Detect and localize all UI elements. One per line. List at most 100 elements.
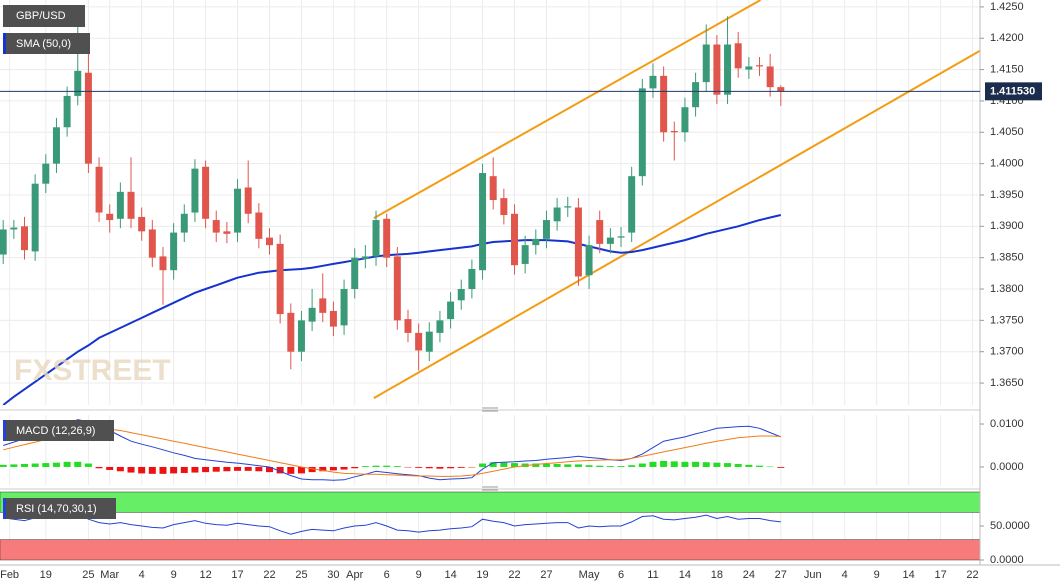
macd-histogram-bar <box>777 466 785 468</box>
candle-body <box>266 237 273 246</box>
macd-histogram-bar <box>84 463 92 467</box>
x-tick-label: 6 <box>618 569 624 581</box>
candle-body <box>574 207 582 277</box>
sma-line <box>2 214 782 405</box>
macd-histogram-bar <box>479 463 487 467</box>
candle-body <box>415 332 423 351</box>
macd-histogram-bar <box>319 466 327 472</box>
x-tick-label: May <box>579 569 600 581</box>
candle-body <box>297 320 305 352</box>
candle-body <box>340 289 348 326</box>
candle-body <box>511 213 518 266</box>
x-tick-label: 22 <box>508 569 520 581</box>
macd-histogram-bar <box>276 466 284 474</box>
candle-body <box>383 218 391 258</box>
trendline <box>373 0 762 220</box>
x-tick-label: 27 <box>540 569 552 581</box>
candle-body <box>180 213 188 233</box>
macd-histogram-bar <box>180 466 188 473</box>
macd-histogram-bar <box>244 466 252 471</box>
candle-body <box>138 216 146 232</box>
candle-body <box>127 191 135 219</box>
candle-body <box>734 43 742 69</box>
macd-histogram-bar <box>606 466 614 467</box>
legend-symbol: GBP/USD <box>16 10 66 22</box>
axes: Feb 19 25 Mar 4 9 12 17 22 25 30 Apr 6 9 14 19 22 27 May 6 1… <box>0 1 1042 581</box>
candle-body <box>244 187 252 214</box>
legend-box[interactable] <box>3 420 114 441</box>
x-tick-label: 18 <box>711 569 723 581</box>
macd-histogram-bar <box>255 466 263 472</box>
candle-body <box>606 237 614 244</box>
candle-body <box>308 307 316 322</box>
last-price-label: 1.411530 <box>990 85 1035 97</box>
candle-body <box>404 319 412 333</box>
candle-body <box>692 82 700 108</box>
x-tick-label: 11 <box>647 569 658 581</box>
y-tick-label: 50.0000 <box>990 520 1030 532</box>
legend-rsi: RSI (14,70,30,1) <box>16 503 97 515</box>
macd-histogram-bar <box>127 466 135 473</box>
y-tick-label: 1.3800 <box>990 283 1024 295</box>
x-tick-label: 25 <box>295 569 307 581</box>
candle-body <box>10 227 18 230</box>
y-tick-label: 0.0000 <box>990 554 1024 566</box>
macd-histogram-bar <box>660 460 668 467</box>
macd-histogram-bar <box>148 466 156 474</box>
macd-histogram-bar <box>42 463 50 467</box>
x-tick-label: 9 <box>416 569 422 581</box>
macd-histogram-bar <box>31 463 39 467</box>
macd-histogram-bar <box>756 465 763 467</box>
candle-body <box>276 243 284 315</box>
x-tick-label: Feb <box>0 569 19 581</box>
legend-box[interactable] <box>3 33 90 54</box>
macd-histogram-bar <box>361 466 369 467</box>
macd-histogram-bar <box>596 465 604 467</box>
macd-histogram-bar <box>52 462 60 467</box>
macd-histogram-bar <box>10 464 18 467</box>
y-tick-label: 1.3900 <box>990 220 1024 232</box>
rsi-zone <box>0 539 981 561</box>
x-tick-label: 4 <box>139 569 145 581</box>
x-tick-label: 6 <box>384 569 390 581</box>
candle-body <box>638 88 646 177</box>
x-tick-label: 25 <box>82 569 94 581</box>
macd-histogram-bar <box>702 462 710 467</box>
x-tick-label: Jun <box>804 569 822 581</box>
legend-box[interactable] <box>3 498 116 519</box>
legend-box[interactable] <box>3 5 85 27</box>
macd-histogram-bar <box>713 462 721 467</box>
candle-body <box>457 289 465 301</box>
y-tick-label: 1.4150 <box>990 63 1024 75</box>
candle-body <box>287 312 295 352</box>
candle-body <box>681 107 689 133</box>
main-marks <box>0 0 980 405</box>
x-tick-label: 9 <box>874 569 880 581</box>
rsi-zone <box>0 491 981 513</box>
trendline <box>373 49 980 399</box>
macd-histogram-bar <box>553 463 561 467</box>
macd-histogram-bar <box>212 466 220 472</box>
macd-histogram-bar <box>511 463 518 467</box>
candle-body <box>223 231 231 234</box>
macd-histogram-bar <box>383 465 391 467</box>
macd-histogram-bar <box>159 466 167 474</box>
last-price-box <box>985 82 1042 101</box>
candle-body <box>351 257 359 290</box>
rsi-zones <box>0 491 981 561</box>
legend-swatch <box>3 420 6 441</box>
candle-body <box>21 226 28 251</box>
candle-body <box>628 176 636 233</box>
candle-body <box>52 127 60 164</box>
candle-body <box>489 176 497 200</box>
macd-histogram-bar <box>724 463 732 467</box>
candle-body <box>202 166 210 219</box>
candle-body <box>468 268 476 290</box>
macd-histogram-bar <box>500 462 508 467</box>
macd-histogram-bar <box>21 463 28 467</box>
candle-body <box>191 168 199 213</box>
candle-body <box>500 198 508 216</box>
x-tick-label: 4 <box>842 569 848 581</box>
x-tick-label: Apr <box>346 569 363 581</box>
x-tick-label: 24 <box>743 569 755 581</box>
